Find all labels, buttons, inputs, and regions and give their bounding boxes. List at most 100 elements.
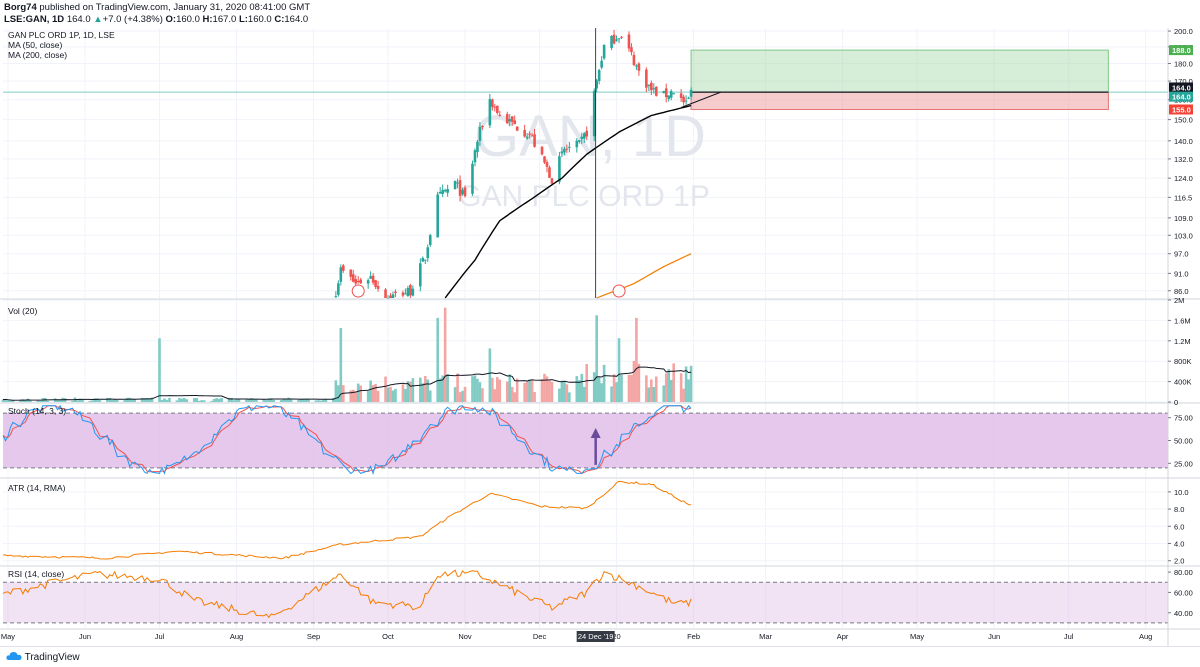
legend-ma200: MA (200, close) (8, 50, 67, 60)
volume-bar (577, 380, 581, 402)
position-tool[interactable] (3, 49, 1168, 110)
candle-body (528, 133, 531, 135)
candle-body (409, 285, 412, 296)
atr-axis-label: 2.0 (1174, 557, 1184, 566)
volume-bar (354, 391, 358, 402)
volume-bar (505, 381, 509, 402)
volume-bar (319, 400, 323, 402)
volume-bar (230, 398, 233, 402)
stoch-axis-label: 25.00 (1174, 459, 1193, 468)
candle-body (463, 187, 467, 197)
volume-bar (297, 399, 300, 402)
candle-body (662, 91, 666, 94)
volume-bar (56, 399, 59, 402)
volume-bar (279, 400, 283, 402)
candle-body (488, 99, 492, 126)
candle-body (369, 276, 372, 279)
volume-bar (575, 376, 579, 402)
volume-bar (128, 397, 131, 402)
volume-bar (91, 400, 94, 402)
volume-bar (262, 399, 266, 402)
volume-bar (337, 385, 340, 402)
earnings-marker[interactable] (612, 284, 626, 298)
volume-bar (322, 399, 325, 402)
volume-bar (602, 364, 606, 402)
candle-body (684, 100, 688, 102)
price-scales[interactable]: 86.0 91.0 97.0 103.0 109.0 116.5 124.0 132.0 140… (1168, 27, 1193, 618)
price-axis-label: 180.0 (1174, 59, 1193, 68)
tradingview-logo[interactable]: TradingView (6, 651, 80, 663)
volume-bar (510, 386, 514, 402)
indicator-bands (3, 412, 1168, 624)
candle-body (672, 93, 675, 95)
volume-bar (411, 378, 415, 402)
candle-body (456, 182, 459, 184)
candle-body (406, 288, 410, 296)
candle-body (558, 156, 561, 182)
candle-body (612, 34, 616, 44)
volume-bar (220, 397, 223, 402)
candle-body (533, 134, 536, 147)
volume-bar (662, 385, 666, 402)
price-change: +7.0 (+4.38%) (102, 14, 163, 25)
candle-body (496, 105, 499, 113)
candle-body (471, 163, 474, 194)
volume-bar (404, 388, 407, 402)
volume-bar (689, 365, 693, 402)
volume-bar (654, 376, 658, 402)
annotations (351, 28, 626, 465)
low-value: 160.0 (247, 14, 272, 25)
volume-bar (491, 377, 494, 402)
stop-zone[interactable] (690, 91, 1109, 110)
author-name[interactable]: Borg74 (4, 2, 37, 13)
volume-bar (19, 399, 22, 402)
candle-body (371, 275, 375, 283)
candle-body (679, 93, 683, 98)
volume-bar (391, 390, 395, 402)
time-scale[interactable]: May Jun Jul Aug Sep Oct Nov Dec 20 Feb Mar Apr May Ju… (1, 631, 1152, 642)
volume-bar (232, 400, 236, 402)
volume-bar (88, 400, 92, 402)
volume-bar (237, 399, 241, 402)
volume-bar (9, 400, 12, 402)
candle-body (423, 259, 427, 261)
candle-body (568, 146, 571, 148)
volume-bar (441, 375, 444, 402)
time-axis-label: May (910, 632, 924, 641)
price-candles (334, 29, 693, 300)
target-zone[interactable] (690, 49, 1109, 93)
candle-body (374, 280, 377, 288)
volume-bar (4, 399, 7, 402)
price-axis-label: 103.0 (1174, 231, 1193, 240)
volume-bar (1, 399, 5, 402)
atr-axis-label: 10.0 (1174, 488, 1189, 497)
volume-bar (523, 382, 526, 402)
stoch-axis-label: 75.00 (1174, 414, 1193, 423)
candle-body (525, 136, 529, 139)
volume-bar (615, 382, 618, 402)
time-axis-label: Apr (837, 632, 849, 641)
volume-bar (406, 381, 410, 402)
volume-bar (200, 400, 204, 402)
earnings-marker[interactable] (351, 284, 365, 298)
volume-bar (245, 399, 248, 402)
chart-canvas[interactable]: GAN, 1D GAN PLC ORD 1P 86.0 91.0 97.0 103.0… (0, 0, 1200, 646)
price-axis-label: 140.0 (1174, 137, 1193, 146)
candle-body (664, 88, 668, 98)
candle-body (530, 135, 534, 137)
candle-body (627, 34, 631, 49)
watermark: GAN, 1D GAN PLC ORD 1P (458, 104, 710, 213)
last-price-badge-text: 164.0 (1172, 93, 1191, 102)
price-axis-label: 91.0 (1174, 269, 1189, 278)
open-label: O: (165, 14, 177, 25)
volume-bar (595, 315, 598, 402)
pane-separators[interactable] (0, 28, 1200, 646)
support-trendline[interactable] (680, 91, 722, 108)
volume-bar (592, 372, 596, 402)
volume-bar (496, 377, 499, 402)
candle-body (592, 90, 596, 137)
volume-bar (6, 400, 10, 402)
candle-body (510, 116, 514, 122)
volume-bar (58, 399, 62, 402)
volume-bar (438, 378, 442, 402)
